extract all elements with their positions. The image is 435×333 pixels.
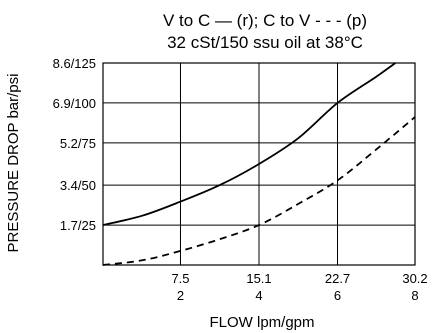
x-tick-label-gpm: 8 [411,288,418,303]
x-tick-label-gpm: 6 [334,288,341,303]
y-tick-labels: 1.7/25 3.4/50 5.2/75 6.9/100 8.6/125 [53,56,96,233]
y-axis-label: PRESSURE DROP bar/psi [5,74,22,253]
series-line-solid [102,62,396,226]
y-tick-label: 5.2/75 [60,136,96,151]
x-tick-label-gpm: 4 [255,288,262,303]
plot-area-frame [102,62,416,266]
y-tick-label: 6.9/100 [53,96,96,111]
x-tick-label-lpm: 15.1 [246,271,271,286]
y-tick-label: 1.7/25 [60,218,96,233]
x-tick-label-lpm: 7.5 [171,271,189,286]
x-tick-label-lpm: 22.7 [325,271,350,286]
series-layer [102,62,416,266]
y-tick-label: 8.6/125 [53,56,96,71]
chart-title-line-1: V to C — (r); C to V - - - (p) [163,11,367,30]
chart-title-line-2: 32 cSt/150 ssu oil at 38°C [167,33,363,52]
x-tick-label-lpm: 30.2 [402,271,427,286]
y-tick-label: 3.4/50 [60,178,96,193]
series-line-dashed [102,116,416,266]
x-tick-labels: 7.5 2 15.1 4 22.7 6 30.2 8 [171,271,427,303]
x-tick-label-gpm: 2 [177,288,184,303]
x-axis-label: FLOW lpm/gpm [209,314,314,331]
